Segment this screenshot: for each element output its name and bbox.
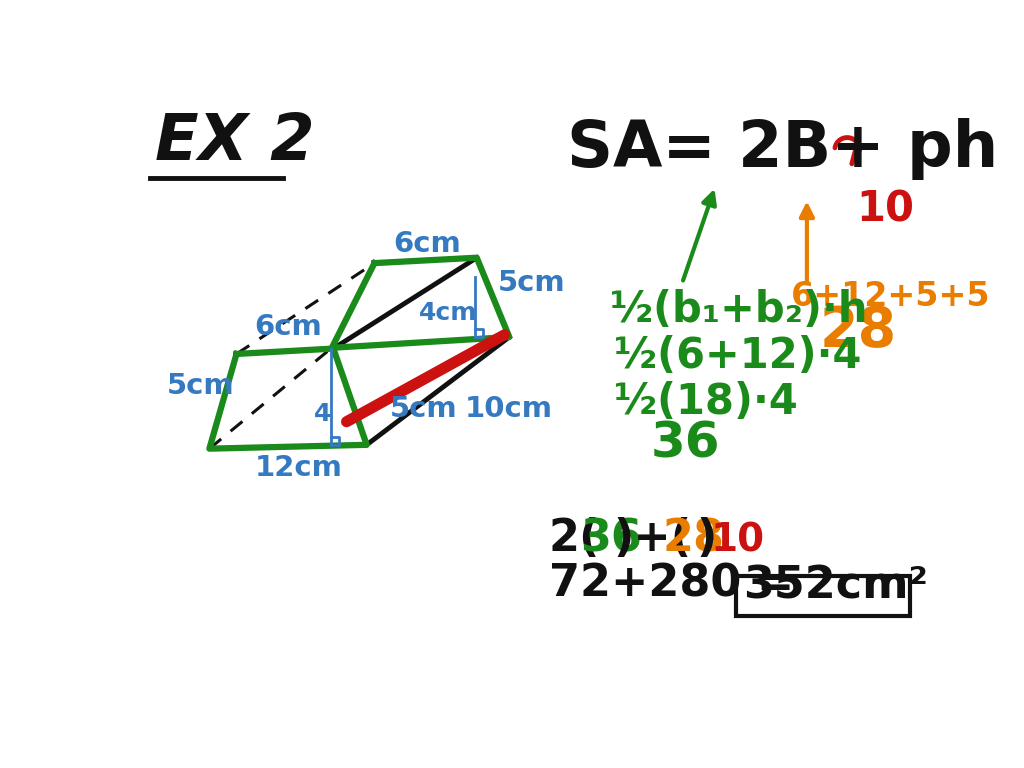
Text: 10: 10 <box>856 188 914 230</box>
Text: EX 2: EX 2 <box>155 111 314 173</box>
Text: ): ) <box>696 517 717 560</box>
Bar <box>735 576 910 616</box>
Text: 10: 10 <box>711 521 765 559</box>
Text: 28: 28 <box>820 304 897 358</box>
Text: 352cm²: 352cm² <box>742 564 928 607</box>
Text: 6+12+5+5: 6+12+5+5 <box>791 280 990 313</box>
Text: 5cm: 5cm <box>390 395 458 423</box>
Text: ½(6+12)·4: ½(6+12)·4 <box>614 335 861 377</box>
Text: 2(: 2( <box>549 517 600 560</box>
Text: ½(18)·4: ½(18)·4 <box>614 381 798 423</box>
Text: 4cm: 4cm <box>419 301 477 325</box>
Text: 6cm: 6cm <box>393 230 461 257</box>
Text: 36: 36 <box>580 517 642 560</box>
Text: 72+280 =: 72+280 = <box>549 562 794 605</box>
Text: 36: 36 <box>651 420 721 468</box>
Text: 10cm: 10cm <box>465 395 553 423</box>
Text: 28: 28 <box>663 517 725 560</box>
Text: ½(b₁+b₂)·h: ½(b₁+b₂)·h <box>610 289 867 330</box>
Text: 6cm: 6cm <box>254 313 323 342</box>
Text: 12cm: 12cm <box>254 454 342 482</box>
Text: 5cm: 5cm <box>167 372 234 400</box>
Text: )+(: )+( <box>613 517 691 560</box>
Text: SA= 2B+ ph: SA= 2B+ ph <box>566 118 998 180</box>
Text: 4: 4 <box>314 402 332 426</box>
Text: 5cm: 5cm <box>498 269 565 296</box>
